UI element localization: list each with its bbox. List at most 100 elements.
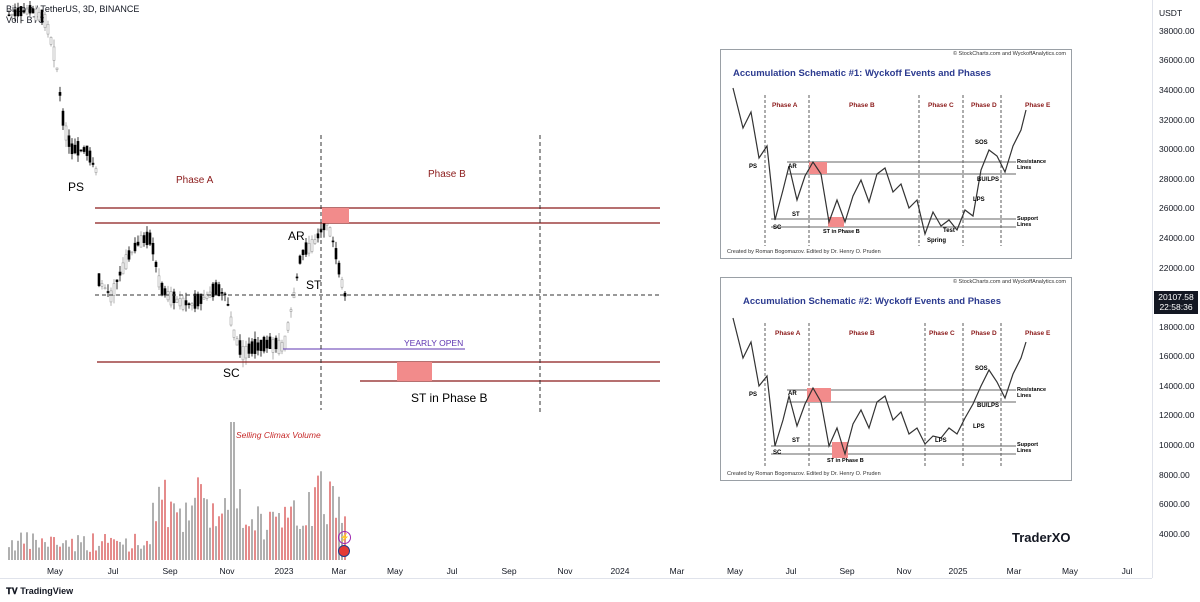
volume-bar [260,513,262,560]
volume-bar [11,540,13,560]
candle [163,288,167,296]
volume-bar [293,500,295,560]
bar-countdown: 22:58:36 [1159,302,1193,312]
candle [187,303,191,306]
volume-bar [110,537,112,560]
volume-bar [176,512,178,560]
candle [52,46,56,61]
phase-b-label: Phase B [428,169,466,180]
candle [172,291,176,304]
s1-sos: SOS [975,140,988,146]
accumulation-schematic-2: © StockCharts.com and WyckoffAnalytics.c… [720,277,1072,481]
volume-bar [161,499,163,560]
s1-phase-e: Phase E [1025,102,1051,109]
volume-bar [263,539,265,560]
candle [70,143,74,155]
volume-bar [203,498,205,560]
lightning-icon[interactable]: ⚡ [338,531,351,544]
volume-bar [116,540,118,560]
time-axis[interactable] [0,578,1152,602]
candle [97,273,101,286]
price-tick: 14000.00 [1159,381,1195,391]
price-candles [7,1,347,368]
us-flag-icon[interactable] [338,545,350,557]
symbol-line[interactable]: Bitcoin / TetherUS, 3D, BINANCE [6,4,140,14]
volume-bar [17,540,19,560]
candle [169,291,173,306]
candle [34,8,38,21]
candle [40,9,44,23]
tradingview-logo[interactable]: 𝐓𝐕 TradingView [6,586,74,596]
price-axis-currency: USDT [1159,8,1183,18]
candle [181,297,185,310]
time-tick: Sep [162,566,178,576]
s1-bu-lps: BU/LPS [977,177,1000,183]
time-tick: 2023 [274,566,294,576]
price-tick: 6000.00 [1159,499,1190,509]
candle [76,141,80,156]
candle [337,262,341,275]
candle [235,338,239,346]
candle [271,339,275,353]
volume-bar [59,546,61,560]
s2-ar: AR [788,391,797,397]
candle [103,287,107,290]
volume-bar [272,511,274,560]
price-tick: 36000.00 [1159,55,1195,65]
time-tick: May [46,566,64,576]
price-tick: 16000.00 [1159,351,1195,361]
candle [256,342,260,351]
volume-bar [320,471,322,560]
volume-bar [122,544,124,560]
main-chart[interactable] [0,0,1152,578]
volume-bar [53,537,55,560]
volume-bar [38,547,40,560]
time-tick: Jul [1121,566,1133,576]
price-tick: 10000.00 [1159,440,1195,450]
volume-bar [188,520,190,560]
s1-resistance: Resistance Lines [1017,159,1047,171]
selling-climax-volume-label: Selling Climax Volume [236,430,321,440]
volume-bar [227,509,229,560]
volume-bar [197,477,199,560]
candle [175,298,179,303]
candle [79,149,83,152]
candle [115,279,119,282]
candle [88,150,92,163]
price-axis[interactable]: USDT 38000.00 36000.00 34000.00 32000.00… [1152,0,1200,578]
volume-bar [71,538,73,560]
s2-phase-c: Phase C [929,330,955,337]
candle [7,14,11,17]
volume-bar [314,487,316,560]
symbol-legend[interactable]: Bitcoin / TetherUS, 3D, BINANCE Vol - BT… [6,4,139,26]
volume-bar [20,532,22,560]
volume-bar [23,543,25,560]
price-tick: 28000.00 [1159,174,1195,184]
schematic2-credit: Created by Roman Bogomazov. Edited by Dr… [727,471,881,477]
candle [22,10,26,13]
s1-st: ST [792,212,800,218]
time-tick: Jul [107,566,119,576]
price-tick: 38000.00 [1159,26,1195,36]
s1-support: Support Lines [1017,216,1039,228]
candle [28,5,32,14]
schematic2-title: Accumulation Schematic #2: Wyckoff Event… [743,296,1001,307]
candle [289,309,293,312]
candle [139,235,143,248]
volume-bar [338,496,340,560]
price-tick: 30000.00 [1159,144,1195,154]
candle [262,336,266,352]
volume-bar [224,498,226,560]
volume-bar [104,534,106,560]
volume-bar [194,497,196,560]
volume-bar [80,542,82,560]
candle [109,290,113,303]
volume-bar [221,513,223,560]
s1-phase-b: Phase B [849,102,875,109]
s1-test: Test [943,228,955,234]
volume-bar [68,546,70,560]
watermark: TraderXO [1012,530,1071,545]
candle [136,241,140,246]
candle [121,262,125,275]
candle [277,339,281,354]
